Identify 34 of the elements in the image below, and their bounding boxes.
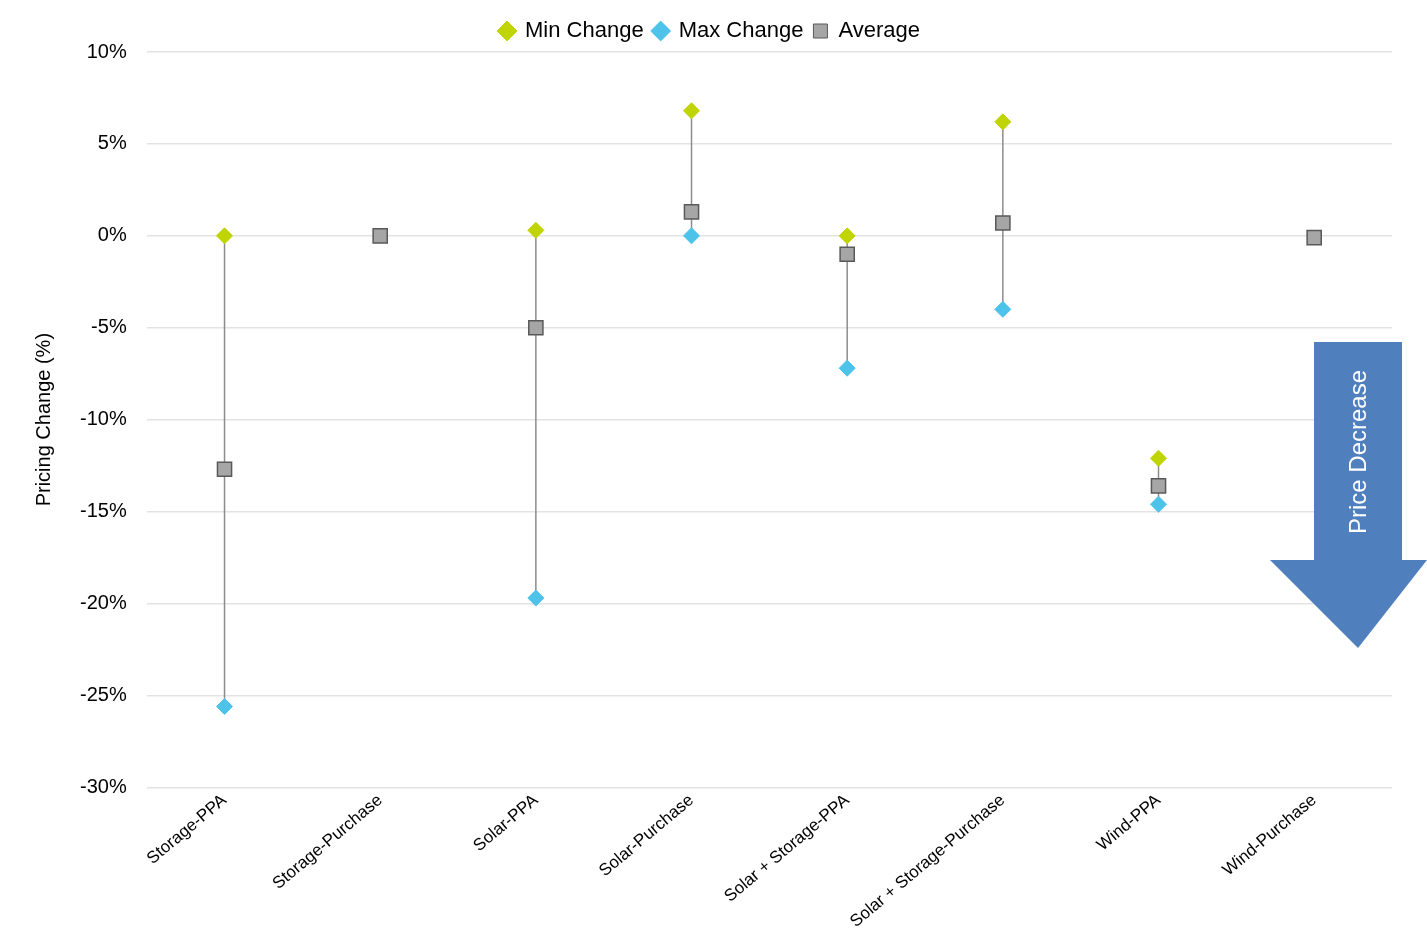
- y-tick-label: -15%: [79, 499, 127, 522]
- point: [1150, 449, 1167, 467]
- point: [683, 227, 701, 245]
- y-tick-label: 0%: [97, 223, 127, 246]
- point: [839, 246, 855, 263]
- y-axis-title: Pricing Change (%): [31, 332, 54, 507]
- point: [995, 215, 1011, 231]
- legend-label: Max Change: [678, 17, 804, 43]
- point: [527, 589, 545, 607]
- point: [372, 228, 389, 244]
- point: [838, 227, 856, 245]
- y-tick-label: -10%: [79, 407, 127, 430]
- y-tick-label: -20%: [79, 591, 127, 614]
- point: [216, 227, 234, 245]
- point: [683, 204, 700, 220]
- point: [1150, 478, 1167, 494]
- y-tick-label: -30%: [79, 774, 127, 797]
- point: [1306, 229, 1322, 246]
- y-tick-label: -5%: [91, 315, 127, 338]
- annotation: Price Decrease: [1344, 369, 1372, 535]
- legend-label: Min Change: [525, 17, 644, 43]
- point: [527, 221, 545, 239]
- y-tick-label: 10%: [86, 39, 127, 62]
- point: [683, 102, 701, 120]
- point: [216, 461, 233, 478]
- point: [528, 319, 544, 336]
- point: [216, 697, 234, 715]
- point: [994, 300, 1012, 318]
- legend-label: Average: [838, 17, 920, 43]
- point: [1150, 495, 1167, 513]
- y-tick-label: -25%: [79, 682, 127, 705]
- y-tick-label: 5%: [97, 131, 127, 154]
- point: [994, 113, 1012, 131]
- point: [838, 359, 856, 377]
